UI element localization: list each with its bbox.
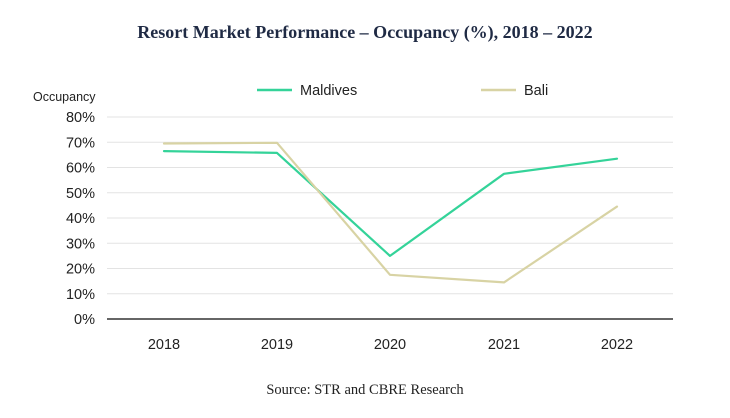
y-tick-label: 60% bbox=[66, 161, 95, 177]
chart-source: Source: STR and CBRE Research bbox=[266, 382, 464, 398]
series-lines bbox=[162, 141, 619, 284]
legend: Maldives Bali bbox=[257, 83, 548, 99]
series-line-bali bbox=[162, 141, 619, 284]
y-tick-label: 10% bbox=[66, 287, 95, 303]
legend-label-maldives: Maldives bbox=[300, 83, 357, 99]
x-tick-label: 2022 bbox=[601, 337, 633, 353]
y-axis-label: Occupancy bbox=[33, 90, 96, 104]
x-tick-labels: 2018 2019 2020 2021 2022 bbox=[148, 337, 633, 353]
x-tick-label: 2020 bbox=[374, 337, 406, 353]
y-tick-labels: 0% 10% 20% 30% 40% 50% 60% 70% 80% bbox=[66, 110, 95, 328]
y-tick-label: 40% bbox=[66, 211, 95, 227]
x-tick-label: 2019 bbox=[261, 337, 293, 353]
legend-label-bali: Bali bbox=[524, 83, 548, 99]
x-tick-label: 2021 bbox=[488, 337, 520, 353]
y-tick-label: 0% bbox=[74, 312, 95, 328]
y-tick-label: 70% bbox=[66, 135, 95, 151]
y-tick-label: 50% bbox=[66, 186, 95, 202]
y-tick-label: 30% bbox=[66, 236, 95, 252]
y-tick-label: 80% bbox=[66, 110, 95, 126]
series-line-maldives bbox=[162, 150, 619, 257]
chart-title: Resort Market Performance – Occupancy (%… bbox=[137, 22, 593, 42]
y-tick-label: 20% bbox=[66, 262, 95, 278]
x-tick-label: 2018 bbox=[148, 337, 180, 353]
grid-lines bbox=[107, 116, 673, 320]
